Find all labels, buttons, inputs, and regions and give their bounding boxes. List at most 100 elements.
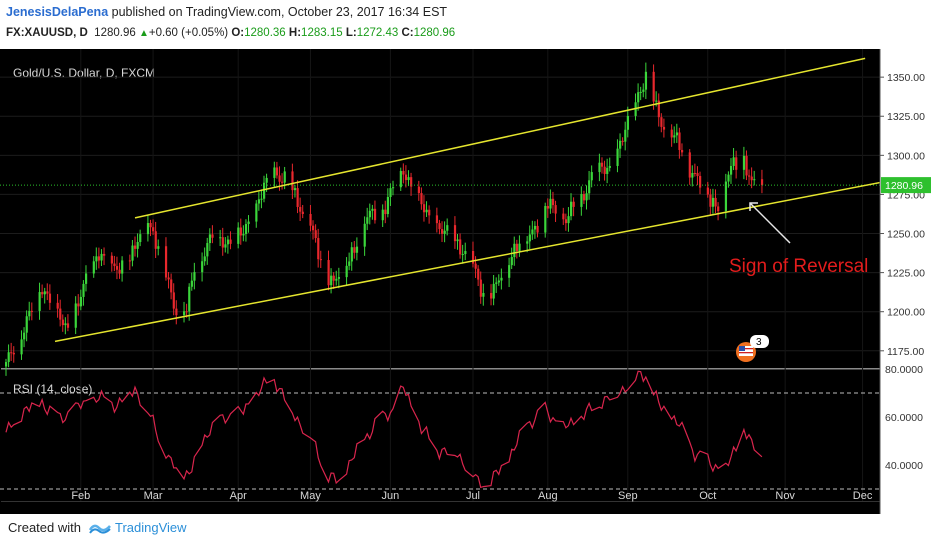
candle-body <box>149 223 152 228</box>
time-tick-label: Aug <box>538 490 558 502</box>
candle-body <box>56 302 59 309</box>
current-price-badge <box>881 177 931 194</box>
candle-body <box>709 194 712 207</box>
candle-body <box>497 280 500 283</box>
pane-divider[interactable] <box>1 368 880 370</box>
candle-body <box>312 225 315 231</box>
candle-body <box>441 229 444 234</box>
low-value: 1272.43 <box>356 27 399 39</box>
candle-body <box>508 265 511 278</box>
candle-body <box>443 230 446 234</box>
event-flag-icon[interactable]: 3 <box>736 335 769 362</box>
candle-body <box>461 254 464 256</box>
time-tick-label: Jul <box>466 490 480 502</box>
candle-body <box>688 152 691 178</box>
candle-body <box>154 231 157 249</box>
candle-body <box>146 223 150 235</box>
candle-body <box>616 148 619 166</box>
candle-body <box>655 100 658 102</box>
candle-body <box>350 247 353 262</box>
candle-body <box>750 176 753 181</box>
rsi-tick-label: 40.0000 <box>885 460 923 472</box>
candle-body <box>327 260 330 286</box>
candle-body <box>544 206 547 233</box>
candle-body <box>531 229 534 235</box>
candle-body <box>696 173 699 176</box>
time-tick-label: Sep <box>618 490 638 502</box>
candle-body <box>536 225 539 233</box>
candle-body <box>221 237 224 248</box>
chart-canvas[interactable]: Gold/U.S. Dollar, D, FXCM RSI (14, close… <box>0 49 932 514</box>
candle-body <box>244 224 248 234</box>
time-tick-label: Mar <box>144 490 163 502</box>
price-axis-panel <box>880 49 932 514</box>
candle-body <box>652 71 655 102</box>
price-tick-label: 1175.00 <box>887 346 924 358</box>
time-tick-label: Oct <box>699 490 716 502</box>
candle-body <box>528 234 531 242</box>
candle-body <box>74 303 77 328</box>
tradingview-brand[interactable]: TradingView <box>114 520 187 535</box>
candle-body <box>554 205 557 214</box>
candle-body <box>392 187 395 189</box>
candle-body <box>239 227 242 236</box>
price-tick-label: 1250.00 <box>887 229 925 241</box>
candle-body <box>278 175 281 182</box>
rsi-line <box>5 370 763 489</box>
candle-body <box>314 230 317 239</box>
candle-body <box>332 275 335 281</box>
candle-body <box>38 292 41 311</box>
time-tick-label: Apr <box>230 490 247 502</box>
candle-body <box>224 244 227 248</box>
candle-body <box>464 250 467 255</box>
candle-body <box>79 296 83 307</box>
candle-body <box>371 208 374 211</box>
candle-body <box>59 308 62 320</box>
candle-body <box>510 257 513 266</box>
candle-body <box>435 215 439 224</box>
us-flag-stripe <box>739 352 753 354</box>
close-label: C: <box>401 27 414 39</box>
price-tick-label: 1350.00 <box>887 72 925 84</box>
candle-body <box>260 198 263 200</box>
candle-body <box>479 279 482 297</box>
tradingview-logo-icon[interactable] <box>88 521 111 535</box>
candle-body <box>404 174 408 181</box>
candle-body <box>657 100 660 118</box>
candle-body <box>211 234 214 238</box>
candle-body <box>113 263 116 267</box>
candle-body <box>10 352 13 354</box>
candle-body <box>621 140 624 142</box>
author-link[interactable]: JenesisDelaPena <box>6 5 109 19</box>
candle-body <box>482 292 485 297</box>
candle-body <box>121 260 124 274</box>
candle-body <box>598 162 601 173</box>
candle-body <box>157 246 160 249</box>
candle-body <box>273 167 276 178</box>
candle-body <box>247 221 250 225</box>
candle-body <box>588 180 591 194</box>
candle-body <box>446 225 449 231</box>
candle-body <box>95 256 98 262</box>
candle-body <box>590 172 593 181</box>
candle-body <box>219 237 222 239</box>
candle-body <box>582 194 586 201</box>
candle-body <box>706 187 709 195</box>
time-tick-label: Feb <box>71 490 90 502</box>
candle-body <box>237 227 240 244</box>
candle-body <box>381 209 384 221</box>
candle-body <box>348 261 351 266</box>
current-price-label: 1280.96 <box>885 180 923 192</box>
price-change: +0.60 (+0.05%) <box>148 27 229 39</box>
rsi-tick-label: 80.0000 <box>885 364 923 376</box>
channel-layer[interactable] <box>54 57 932 343</box>
candle-body <box>606 167 609 174</box>
candle-body <box>760 179 764 186</box>
candle-body <box>526 241 529 244</box>
candle-body <box>281 181 284 183</box>
candle-body <box>724 181 728 212</box>
chart-title: Gold/U.S. Dollar, D, FXCM <box>13 66 155 80</box>
candle-body <box>471 250 475 264</box>
candle-body <box>753 179 756 181</box>
candle-body <box>727 174 730 182</box>
